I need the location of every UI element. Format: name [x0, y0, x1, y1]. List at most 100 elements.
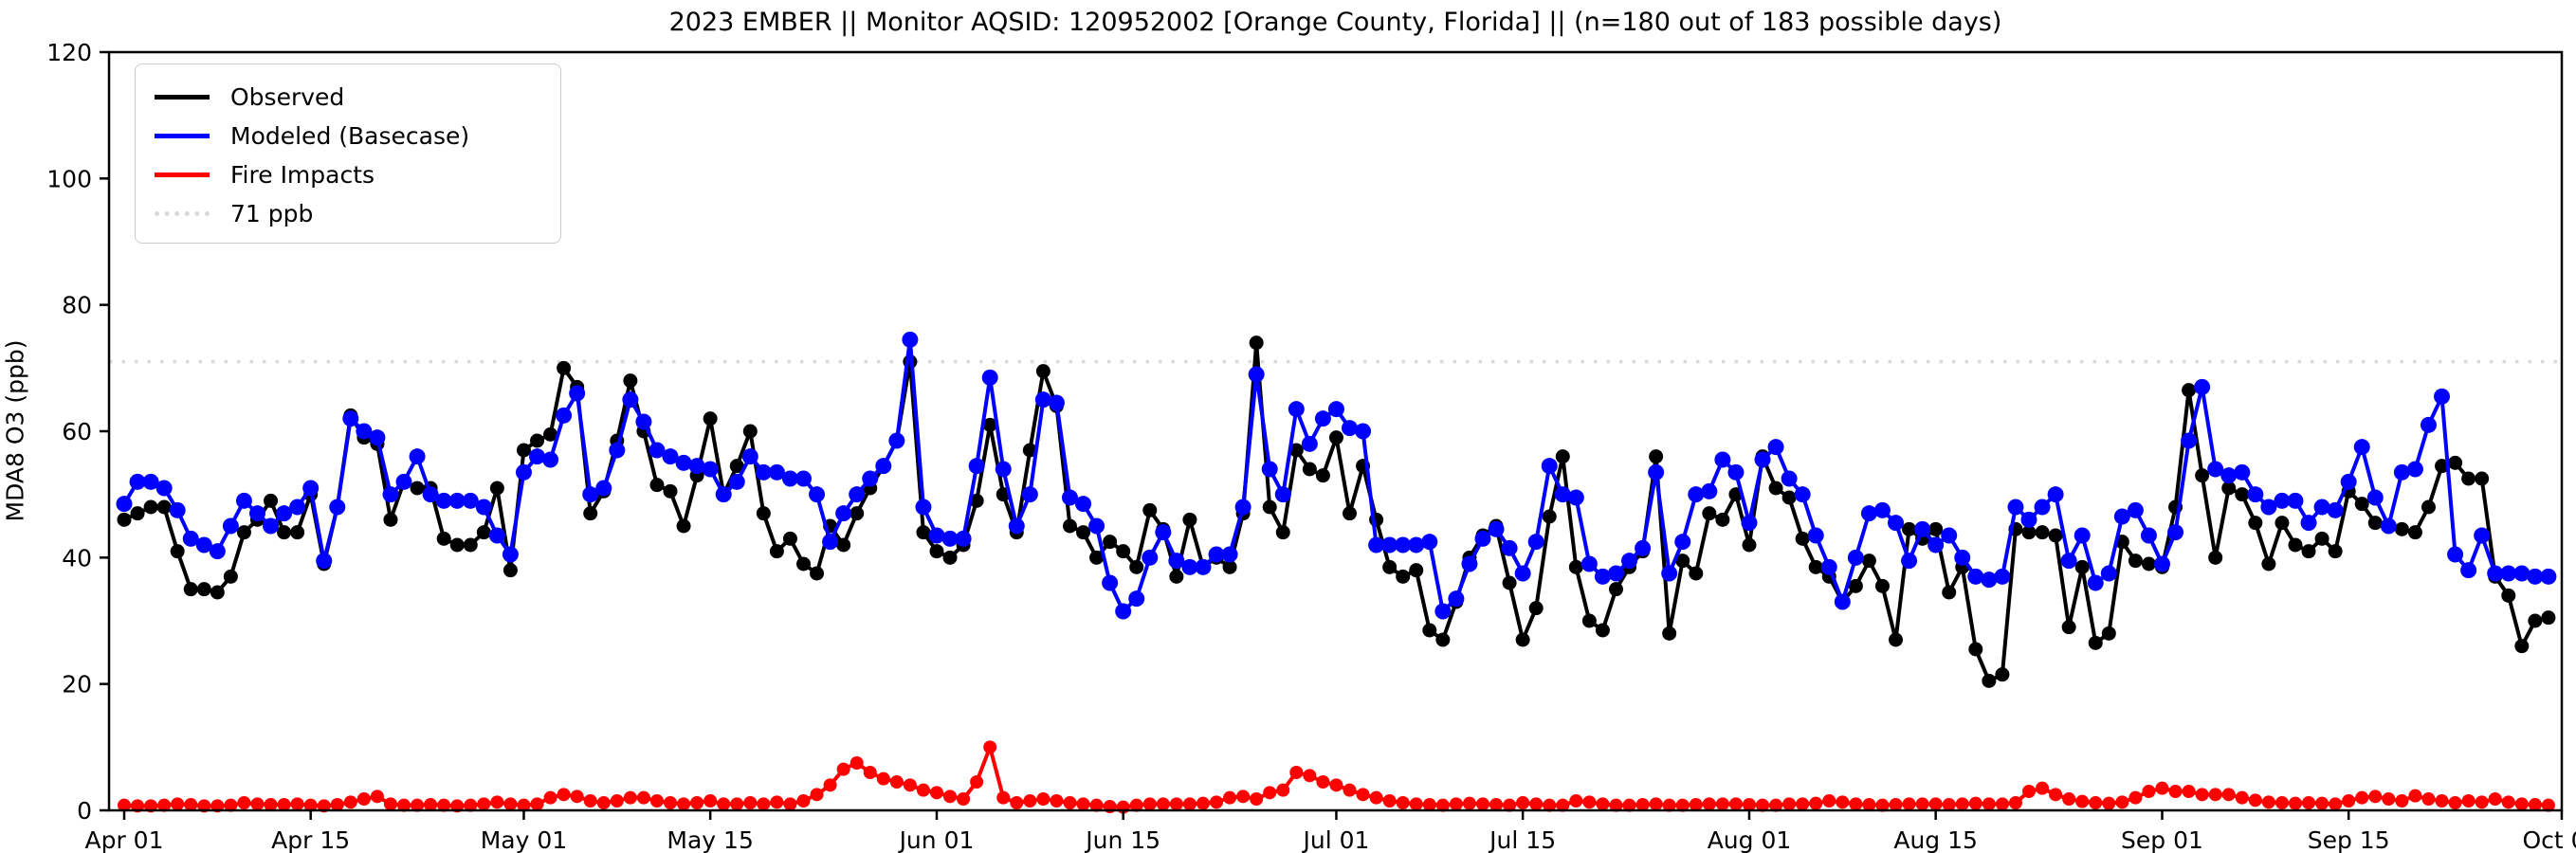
series-point: [1807, 527, 1824, 544]
series-point: [836, 762, 850, 776]
series-point: [502, 546, 519, 563]
series-point: [2074, 527, 2091, 544]
series-point: [515, 463, 532, 481]
series-point: [1742, 537, 1757, 553]
series-point: [2275, 516, 2290, 531]
series-point: [2075, 794, 2090, 808]
series-point: [436, 531, 451, 546]
series-point: [2141, 556, 2156, 572]
series-point: [730, 797, 744, 811]
series-point: [2314, 531, 2329, 546]
series-point: [2221, 481, 2237, 496]
series-point: [316, 553, 333, 570]
series-point: [1314, 410, 1331, 427]
series-point: [1274, 486, 1291, 503]
legend-item-refline: 71 ppb: [155, 194, 541, 233]
series-point: [1928, 521, 1944, 536]
series-point: [715, 486, 732, 503]
series-point: [1607, 565, 1624, 582]
series-point: [1076, 797, 1090, 811]
series-point: [595, 480, 612, 497]
series-point: [982, 417, 997, 432]
series-point: [1422, 798, 1436, 811]
legend-item-fire: Fire Impacts: [155, 155, 541, 194]
series-point: [822, 534, 839, 551]
series-point: [1861, 554, 1876, 569]
series-point: [755, 463, 772, 481]
series-point: [1089, 550, 1105, 565]
series-point: [2501, 588, 2516, 603]
series-point: [1434, 603, 1452, 620]
series-point: [2235, 487, 2250, 502]
series-point: [477, 797, 491, 811]
series-point: [1115, 603, 1132, 620]
series-point: [2300, 515, 2317, 532]
series-point: [729, 459, 744, 474]
series-point: [902, 331, 919, 348]
series-point: [970, 775, 984, 789]
series-point: [2142, 785, 2156, 798]
series-point: [1489, 798, 1504, 811]
series-point: [330, 798, 344, 811]
series-point: [1688, 486, 1705, 503]
series-point: [1422, 623, 1437, 638]
series-point: [2461, 794, 2476, 808]
series-point: [1968, 796, 1982, 810]
series-point: [2355, 790, 2369, 805]
series-point: [2407, 525, 2422, 540]
series-point: [2382, 792, 2396, 806]
series-point: [649, 794, 664, 808]
series-point: [1462, 796, 1476, 810]
series-point: [130, 506, 145, 521]
series-point: [264, 493, 279, 508]
series-point: [583, 794, 597, 808]
series-point: [196, 582, 211, 597]
series-point: [1714, 451, 1731, 468]
x-tick-label: Aug 01: [1708, 826, 1792, 853]
series-point: [1050, 794, 1064, 808]
series-point: [1182, 797, 1197, 811]
series-point: [2393, 463, 2410, 481]
series-point: [2500, 565, 2517, 582]
series-point: [223, 569, 238, 584]
series-point: [2460, 562, 2477, 579]
series-point: [1129, 559, 1144, 574]
series-point: [1675, 554, 1690, 569]
series-point: [289, 499, 306, 516]
series-point: [1343, 783, 1357, 797]
series-point: [2102, 796, 2116, 810]
series-point: [888, 432, 905, 449]
series-point: [1968, 642, 1983, 657]
series-point: [662, 448, 679, 465]
series-point: [2260, 499, 2277, 516]
y-tick-label: 0: [77, 797, 92, 825]
series-point: [781, 470, 798, 487]
series-point: [1263, 786, 1277, 800]
series-point: [143, 499, 158, 515]
series-point: [1649, 797, 1663, 811]
series-point: [1701, 482, 1718, 499]
series-point: [2288, 796, 2302, 810]
series-point: [796, 794, 811, 808]
series-point: [1554, 486, 1571, 503]
series-point: [688, 458, 705, 475]
series-point: [1169, 569, 1184, 584]
series-point: [2329, 797, 2343, 811]
series-point: [1316, 775, 1330, 789]
series-point: [2048, 528, 2063, 543]
series-point: [1474, 530, 1491, 547]
observed-line-sample: [155, 95, 210, 100]
series-point: [876, 771, 890, 786]
series-point: [1742, 798, 1756, 811]
series-point: [742, 424, 758, 439]
series-point: [2194, 378, 2211, 395]
series-point: [1769, 798, 1783, 812]
series-point: [690, 796, 704, 809]
series-point: [2435, 794, 2449, 808]
series-point: [1529, 797, 1544, 811]
series-point: [2313, 499, 2330, 516]
series-point: [1662, 798, 1676, 812]
y-tick-label: 40: [62, 544, 92, 572]
series-point: [1023, 794, 1037, 808]
